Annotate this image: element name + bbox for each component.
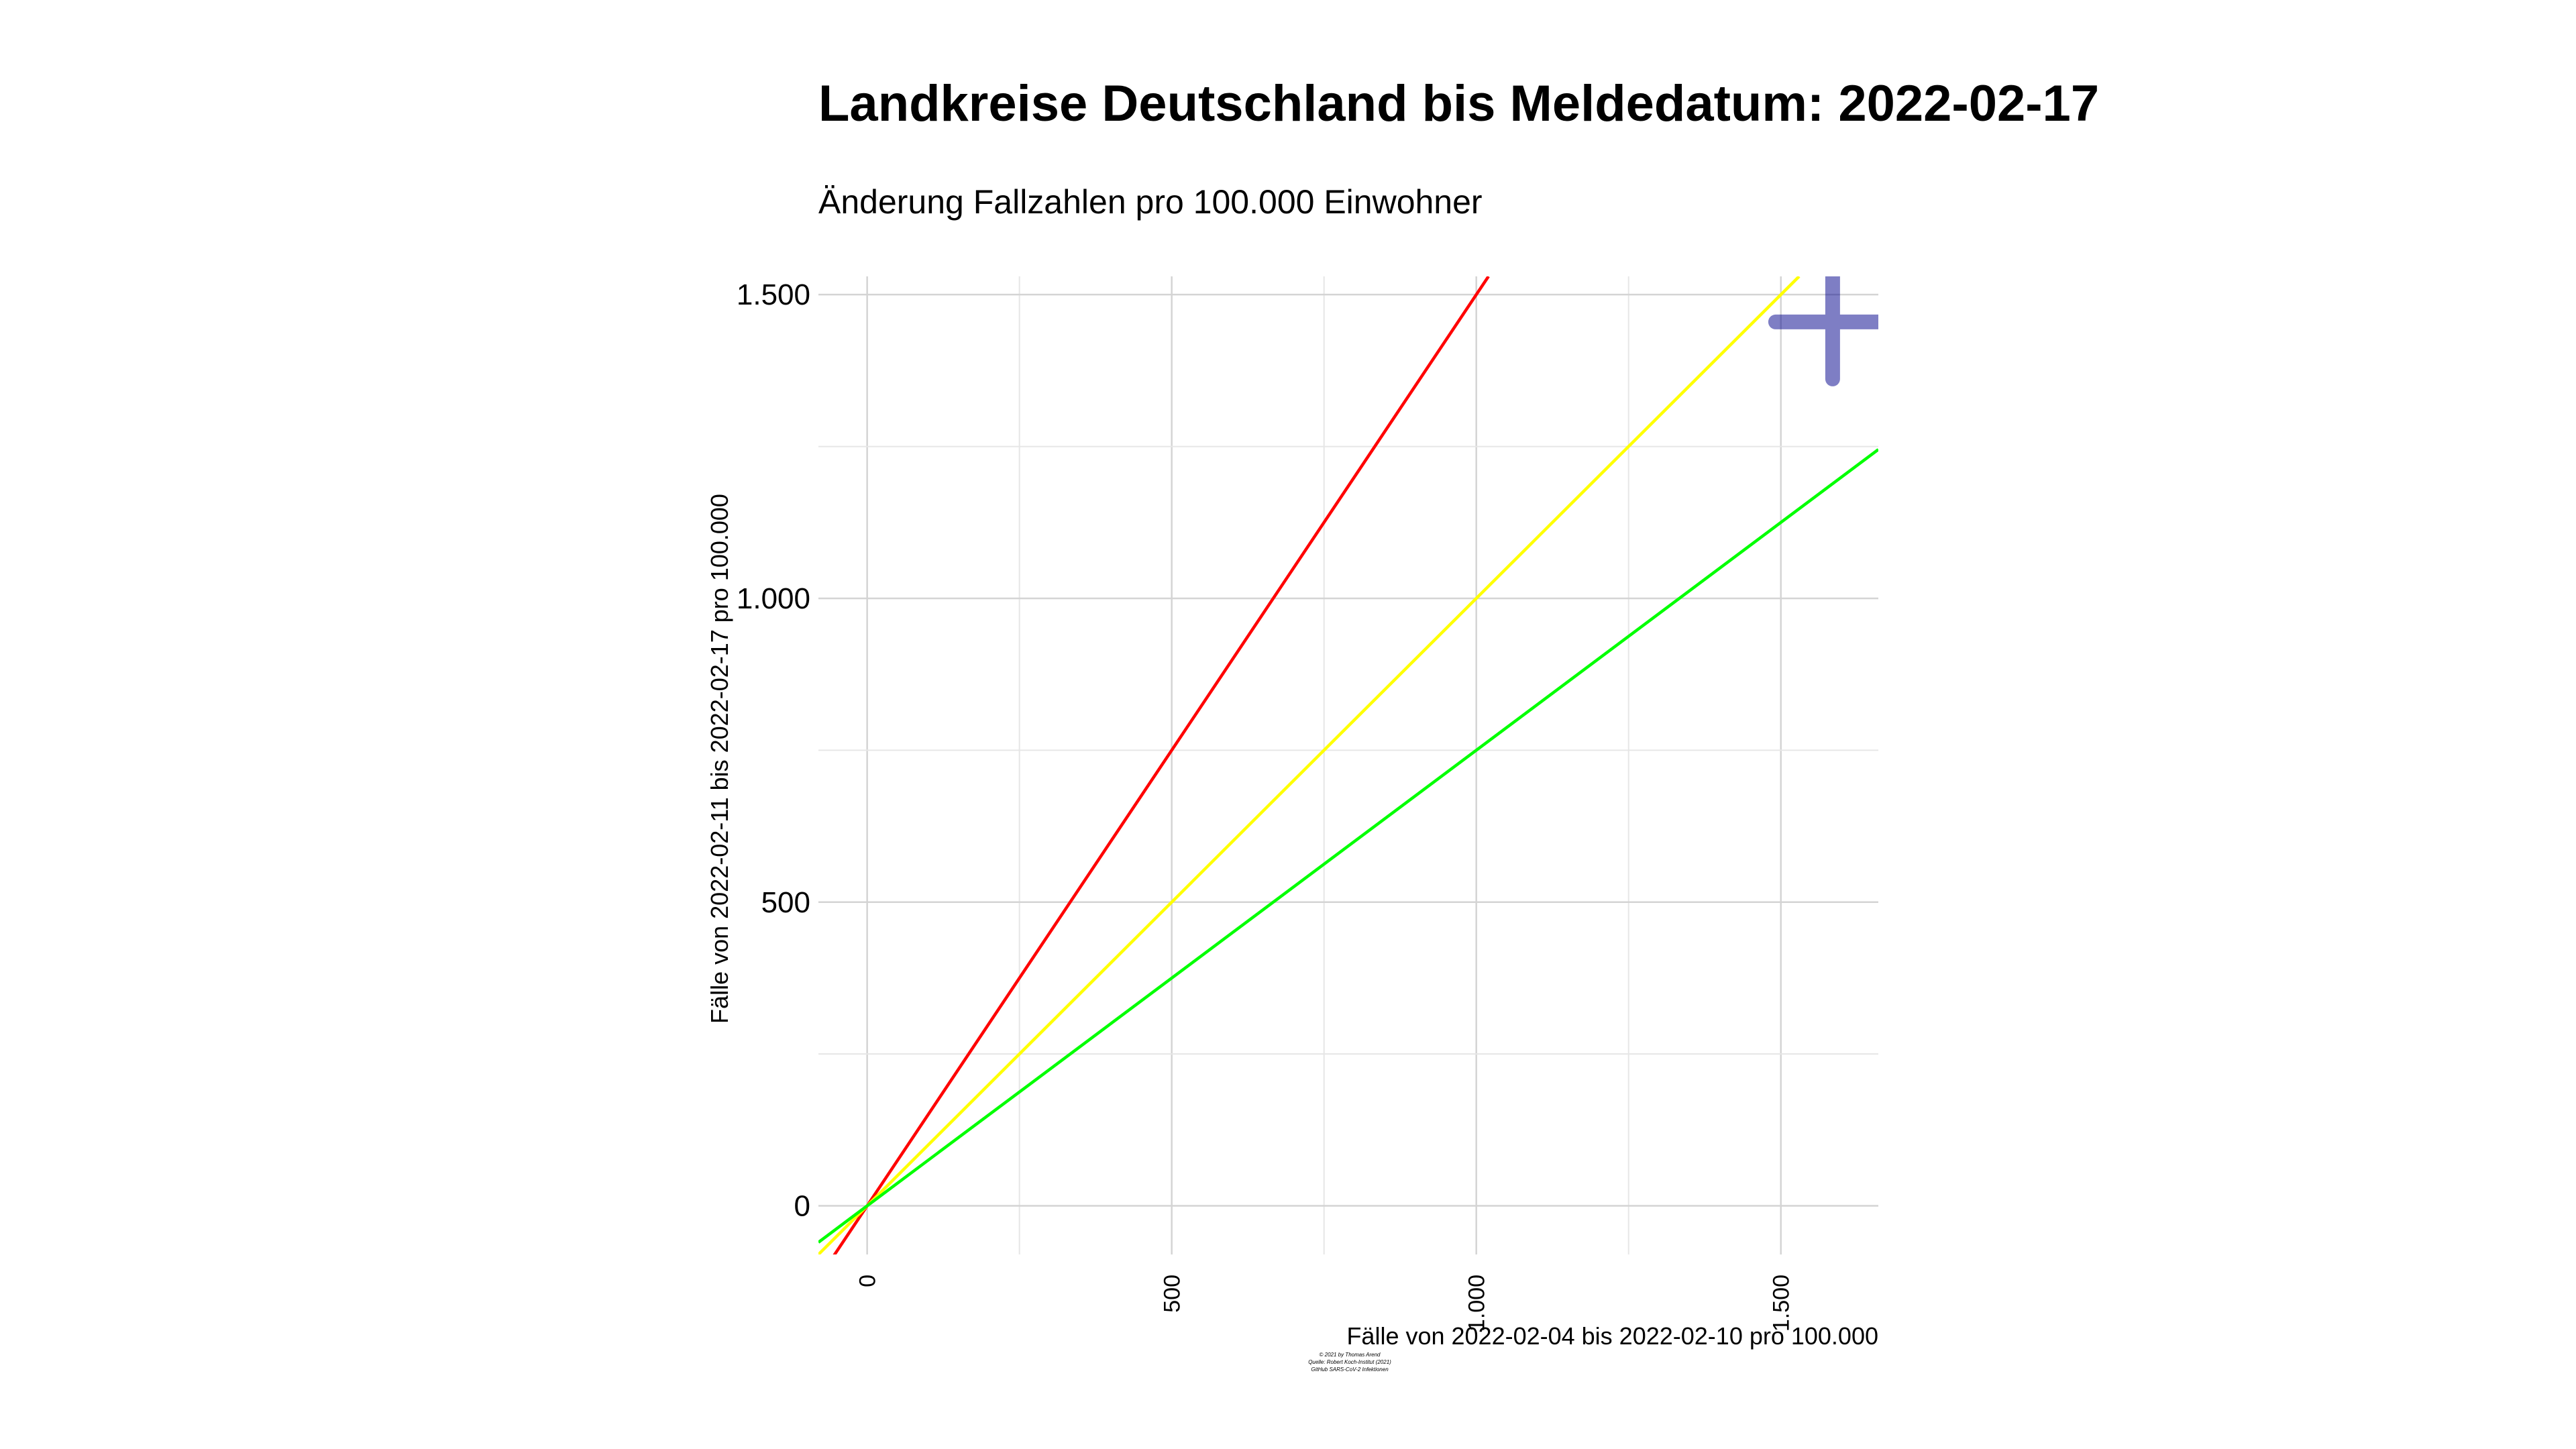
y-tick-label: 1.000 [737,582,810,615]
grid [818,276,1878,1254]
series-line-2 [818,276,1801,1254]
x-axis-label: Fälle von 2022-02-04 bis 2022-02-10 pro … [1346,1322,1878,1350]
plot-lines [818,276,1878,1254]
chart-title: Landkreise Deutschland bis Meldedatum: 2… [818,75,2099,132]
y-tick-label: 500 [761,886,810,919]
y-tick-label: 1.500 [737,278,810,311]
credit-line-2: Quelle: Robert Koch-Institut (2021) [1308,1359,1391,1365]
chart-subtitle: Änderung Fallzahlen pro 100.000 Einwohne… [818,183,1483,221]
credits: © 2021 by Thomas Arend Quelle: Robert Ko… [1308,1352,1391,1373]
credit-line-3: GitHub SARS-CoV-2 Infektionen [1311,1366,1389,1373]
credit-line-1: © 2021 by Thomas Arend [1320,1352,1381,1358]
y-tick-label: 0 [794,1190,810,1223]
y-axis-label: Fälle von 2022-02-11 bis 2022-02-17 pro … [706,494,733,1024]
x-tick-label: 0 [855,1275,881,1287]
markers [1768,276,1878,386]
series-line-1 [833,276,1490,1254]
x-tick-label: 1.000 [1464,1275,1490,1332]
x-tick-label: 1.500 [1769,1275,1794,1332]
y-axis-ticks: 0 500 1.000 1.500 [737,278,810,1222]
x-axis-ticks: 0 500 1.000 1.500 [855,1275,1794,1332]
data-point-1 [1768,276,1878,386]
series-line-3 [818,448,1878,1244]
x-tick-label: 500 [1160,1275,1185,1313]
